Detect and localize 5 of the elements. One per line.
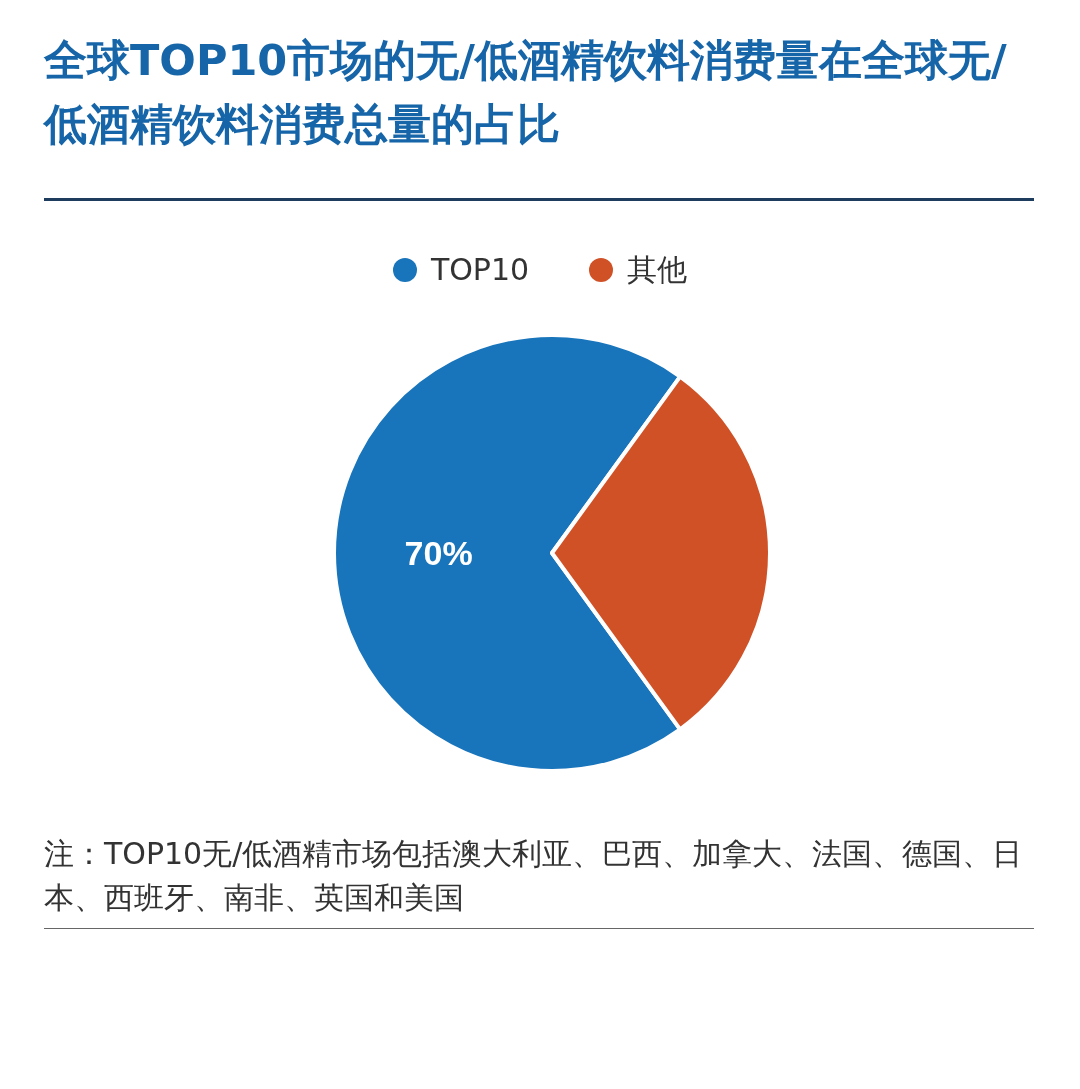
legend-label: 其他 <box>626 251 688 289</box>
text: 注：TOP10无/低酒精市场包括澳大利亚、巴西、加拿大、法国、德国、日本、西班牙、南非、英国和美国 <box>44 835 1024 917</box>
chart-title: 全球TOP10市场的无/低酒精饮料消费量在全球无/低酒精饮料消费总量的占比 <box>44 34 1008 151</box>
legend-label: TOP10 <box>429 252 530 287</box>
data-label: 70% <box>404 534 473 572</box>
